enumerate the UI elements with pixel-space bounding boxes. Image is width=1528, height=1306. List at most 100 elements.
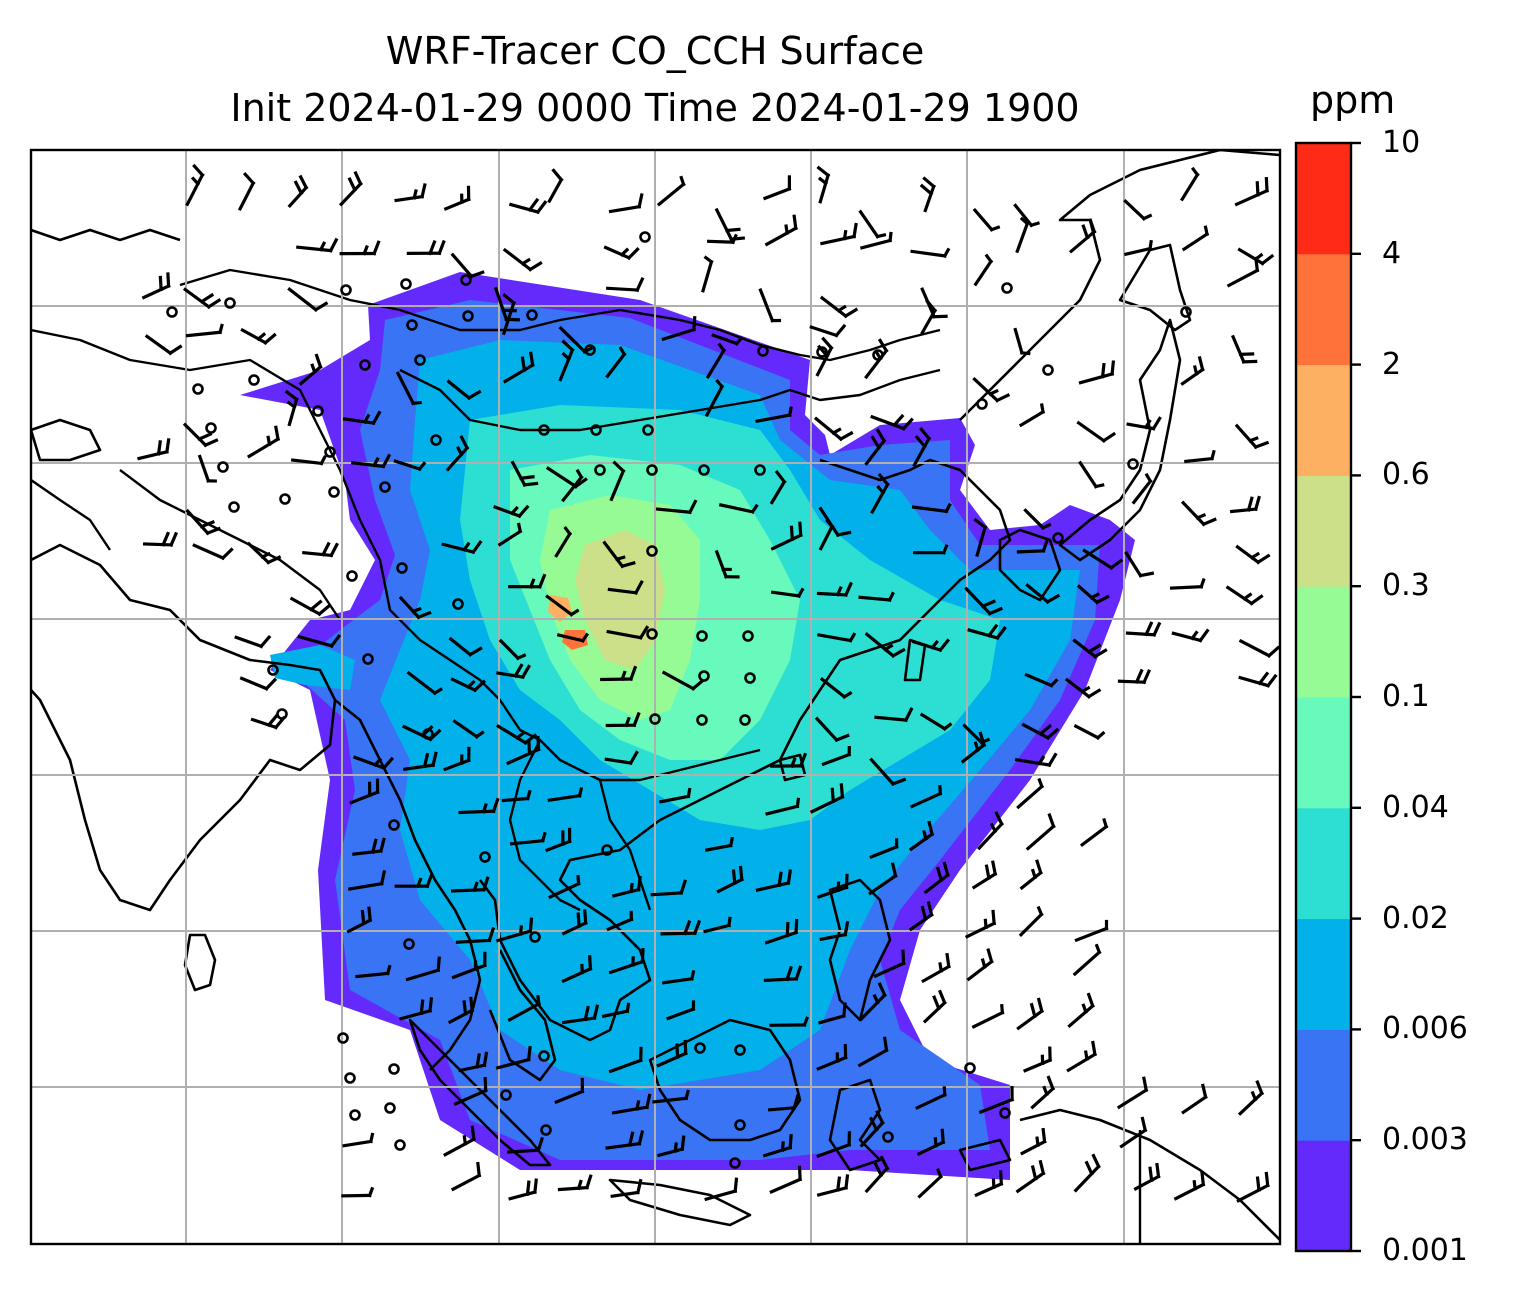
wind-barb [506,735,541,766]
border-central-asia [31,328,322,431]
wind-barb [507,1136,545,1154]
wind-barb [762,1133,793,1158]
concentration-field [240,272,1135,1180]
wind-barb [1234,177,1270,207]
wind-barb [816,1174,850,1197]
calm-wind-circle [1127,458,1139,470]
map-frame [29,148,1282,1246]
wind-barb [298,353,323,386]
wind-barb [910,247,951,259]
coast-bay-bengal-east [334,698,482,1071]
wind-barb [496,724,538,746]
wind-barb [770,521,803,551]
calm-wind-circle [400,278,412,290]
calm-wind-circle [744,672,756,684]
wind-barb [399,997,434,1021]
wind-barb [609,460,626,502]
wind-barb [1124,550,1155,578]
wind-barb [1226,256,1260,288]
wind-barb [656,175,686,207]
wind-barb [1082,548,1124,571]
wind-barb [234,634,272,649]
border-south-asia [119,469,341,621]
wind-barb [652,1089,690,1104]
calm-wind-circle [601,844,613,856]
wind-barb [660,919,702,936]
wind-barb [557,1174,593,1192]
colorbar-segment [1296,918,1351,1030]
wind-barb [443,746,471,772]
wind-barb [1231,334,1258,364]
wind-barb [338,170,363,207]
colorbar-segment [1296,807,1351,920]
wind-barb [197,454,217,483]
wind-barb [1079,818,1109,848]
wind-barb [755,406,793,423]
calm-wind-circle [217,461,229,473]
wind-barb [1020,1127,1047,1156]
calm-wind-circle [1180,306,1192,318]
colorbar-segment [1296,475,1351,587]
wind-barb [921,952,951,984]
wind-barb [1023,508,1052,531]
wind-barb [501,293,517,336]
wind-barb [911,638,951,653]
calm-wind-circle [694,1042,706,1054]
wind-barb [1016,997,1045,1031]
coast-indochina [478,458,1012,1042]
colorbar-tick-label: 0.04 [1382,789,1449,825]
wind-barb [809,323,847,338]
wind-barb [349,778,380,805]
calm-wind-circle [384,1102,396,1114]
wind-barb [355,964,392,979]
wind-barb [661,315,697,342]
wind-barb [1125,621,1162,637]
colorbar-tick-label: 0.001 [1382,1233,1468,1268]
wind-barb [441,539,483,555]
wind-barb [611,875,642,898]
wind-barb [915,1086,947,1110]
wind-barb [508,197,548,215]
wind-barb [605,711,641,728]
wind-barb [1126,416,1162,431]
calm-wind-circle [964,1062,976,1074]
wind-barb [406,670,443,696]
wind-barb [909,784,943,809]
wind-barb [561,909,588,936]
wind-barb [545,466,588,489]
wind-barb [1234,423,1270,450]
colorbar-tick-label: 0.1 [1382,679,1430,714]
calm-wind-circle [976,398,988,410]
calm-wind-circle [430,434,442,446]
wind-barb [1018,403,1046,428]
wind-barb [297,634,342,649]
wind-barb [342,1132,375,1148]
wind-barb [874,707,914,723]
wind-barb [289,596,331,617]
colorbar-segment [1296,253,1351,366]
wind-barb [395,371,422,406]
calm-wind-circle [646,628,658,640]
wind-barb [545,594,580,617]
wind-barb [819,920,850,942]
wind-barb [974,1170,1004,1198]
wind-barb [1180,355,1205,386]
calm-wind-circle [460,274,472,286]
coast-malaysia [488,949,557,1082]
wind-barb [402,751,438,772]
wind-barb [1072,943,1102,977]
wind-barb [284,389,299,427]
wind-barb [450,1161,482,1192]
calm-wind-circle [754,464,766,476]
wind-barb [1078,460,1105,489]
wind-barb [763,965,803,982]
wind-barb [977,811,1004,851]
wind-barb [704,1177,739,1202]
wind-barb [610,1178,643,1199]
calm-wind-circle [649,713,661,725]
calm-wind-circle [362,653,374,665]
wind-barb [608,1046,643,1074]
wind-barb [704,378,725,418]
calm-wind-circle [379,481,391,493]
wind-barb [451,951,487,980]
